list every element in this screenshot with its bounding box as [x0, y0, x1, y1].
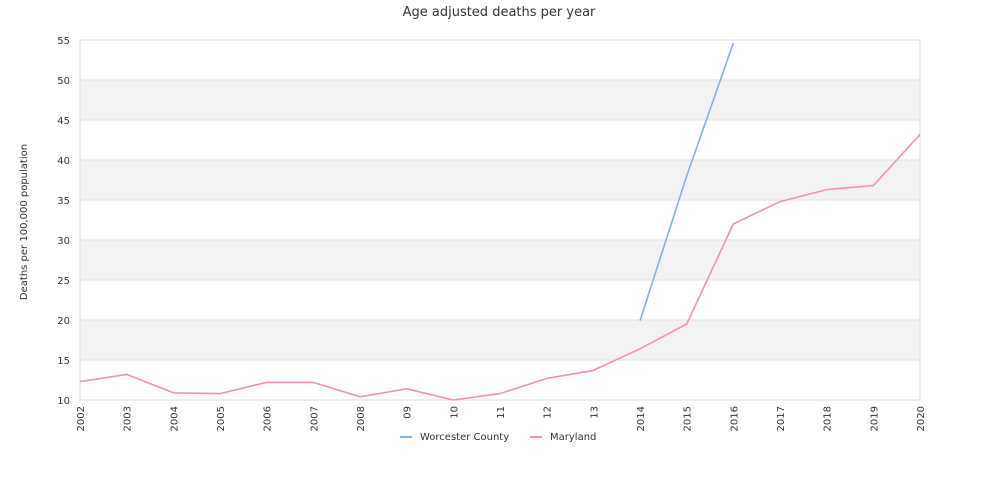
x-tick-label: 11 — [496, 406, 507, 419]
y-tick-label: 50 — [57, 76, 70, 87]
y-axis-label: Deaths per 100,000 population — [19, 144, 30, 300]
x-tick-label: 2016 — [729, 406, 740, 431]
plot-band — [80, 160, 920, 200]
y-tick-label: 55 — [57, 36, 70, 47]
x-tick-label: 2018 — [823, 406, 834, 431]
x-tick-label: 2006 — [263, 406, 274, 431]
x-tick-label: 2014 — [636, 406, 647, 431]
plot-band — [80, 280, 920, 320]
plot-band — [80, 240, 920, 280]
x-tick-label: 2020 — [916, 406, 927, 431]
plot-band — [80, 80, 920, 120]
legend-label: Maryland — [550, 432, 596, 443]
x-tick-label: 2007 — [309, 406, 320, 431]
plot-band — [80, 120, 920, 160]
x-tick-label: 2002 — [76, 406, 87, 431]
plot-band — [80, 320, 920, 360]
x-tick-label: 2005 — [216, 406, 227, 431]
series-line-maryland — [79, 133, 921, 401]
plot-band — [80, 40, 920, 80]
x-tick-label: 2008 — [356, 406, 367, 431]
legend-item-worcester-county[interactable]: Worcester County — [400, 432, 509, 443]
x-axis-ticks: 2002 2003 2004 2005 2006 2007 2008 09 10 11 12 13 20… — [76, 406, 927, 431]
x-tick-label: 2003 — [123, 406, 134, 431]
chart-title: Age adjusted deaths per year — [403, 5, 596, 20]
series-line-worcester-county — [639, 42, 735, 322]
plot-bands — [80, 40, 920, 400]
x-tick-label: 2017 — [776, 406, 787, 431]
x-tick-label: 2015 — [683, 406, 694, 431]
y-tick-label: 45 — [57, 116, 70, 127]
legend-label: Worcester County — [420, 432, 509, 443]
x-tick-label: 10 — [449, 406, 460, 419]
x-tick-label: 09 — [403, 406, 414, 419]
y-axis-ticks: 10 15 20 25 30 35 40 45 50 55 — [57, 36, 70, 407]
y-tick-label: 15 — [57, 356, 70, 367]
y-tick-label: 20 — [57, 316, 70, 327]
legend: Worcester County Maryland — [400, 432, 596, 443]
plot-band — [80, 200, 920, 240]
y-tick-label: 25 — [57, 276, 70, 287]
x-tick-label: 2019 — [869, 406, 880, 431]
x-tick-label: 2004 — [169, 406, 180, 431]
y-tick-label: 10 — [57, 396, 70, 407]
y-tick-label: 30 — [57, 236, 70, 247]
y-tick-label: 40 — [57, 156, 70, 167]
legend-item-maryland[interactable]: Maryland — [530, 432, 596, 443]
y-tick-label: 35 — [57, 196, 70, 207]
x-tick-label: 13 — [589, 406, 600, 419]
x-tick-label: 12 — [543, 406, 554, 419]
series-lines — [79, 42, 921, 401]
plot-border — [79, 39, 921, 401]
